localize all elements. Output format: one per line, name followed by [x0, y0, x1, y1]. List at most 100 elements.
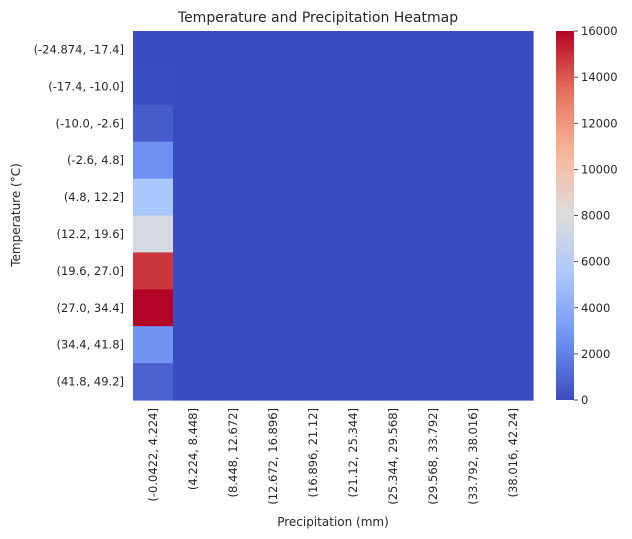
colorbar-ticks: 0 2000 4000 6000 8000 10000 12000 14000 16000 — [574, 24, 618, 407]
y-tick-label: (27.0, 34.4] — [57, 301, 125, 315]
heatmap-cell — [253, 67, 294, 106]
heatmap-cell — [213, 178, 254, 217]
x-tick-label: (33.792, 38.016] — [466, 408, 480, 505]
heatmap-cell — [373, 141, 414, 180]
heatmap-cell — [213, 252, 254, 290]
heatmap-cell — [453, 252, 494, 290]
heatmap-cell — [373, 104, 414, 143]
y-tick-label: (-17.4, -10.0] — [48, 79, 124, 93]
heatmap-cell — [333, 326, 374, 364]
heatmap-cell — [413, 104, 454, 143]
heatmap-cell — [213, 104, 254, 143]
heatmap-cell — [493, 215, 534, 253]
colorbar-tick-label: 12000 — [581, 116, 618, 130]
x-tick-label: (16.896, 21.12] — [306, 408, 320, 497]
y-tick-label: (-10.0, -2.6] — [56, 116, 124, 130]
heatmap-cell — [133, 326, 174, 364]
colorbar-tick-label: 0 — [581, 393, 588, 407]
heatmap-cell — [253, 104, 294, 143]
heatmap-cell — [293, 289, 334, 327]
heatmap-cell — [253, 289, 294, 327]
x-tick-label: (12.672, 16.896] — [266, 408, 280, 505]
heatmap-cell — [213, 363, 254, 401]
heatmap-cell — [453, 326, 494, 364]
heatmap-cell — [493, 178, 534, 217]
heatmap-cell — [293, 31, 334, 69]
heatmap-cell — [453, 178, 494, 217]
heatmap-cell — [373, 178, 414, 217]
heatmap-cell — [253, 326, 294, 364]
heatmap-cell — [453, 31, 494, 69]
colorbar-tick-label: 14000 — [581, 70, 618, 84]
heatmap-cell — [133, 363, 174, 401]
colorbar-tick-label: 2000 — [581, 347, 610, 361]
heatmap-cell — [253, 178, 294, 217]
heatmap-cell — [173, 326, 214, 364]
colorbar: 0 2000 4000 6000 8000 10000 12000 14000 16000 — [556, 24, 618, 407]
heatmap-cell — [133, 252, 174, 290]
heatmap-cell — [213, 215, 254, 253]
heatmap-cell — [493, 289, 534, 327]
heatmap-cell — [213, 326, 254, 364]
heatmap-cell — [333, 252, 374, 290]
heatmap-cell — [413, 141, 454, 180]
y-tick-label: (41.8, 49.2] — [57, 375, 125, 389]
heatmap-cell — [333, 363, 374, 401]
heatmap-cell — [133, 289, 174, 327]
x-tick-label: (-0.0422, 4.224] — [146, 408, 160, 502]
heatmap-cell — [413, 31, 454, 69]
heatmap-cell — [373, 31, 414, 69]
x-tick-label: (21.12, 25.344] — [346, 408, 360, 497]
heatmap-cell — [373, 363, 414, 401]
y-axis-ticks: (-24.874, -17.4] (-17.4, -10.0] (-10.0, -2… — [34, 42, 124, 388]
colorbar-tick-label: 8000 — [581, 209, 610, 223]
y-tick-label: (34.4, 41.8] — [57, 338, 125, 352]
heatmap-cell — [453, 67, 494, 106]
heatmap-cell — [253, 215, 294, 253]
heatmap-cell — [493, 326, 534, 364]
heatmap-cell — [293, 363, 334, 401]
heatmap-cell — [293, 178, 334, 217]
heatmap-cell — [293, 326, 334, 364]
heatmap-cell — [173, 178, 214, 217]
x-tick-label: (29.568, 33.792] — [426, 408, 440, 505]
heatmap-cell — [413, 215, 454, 253]
heatmap-cell — [173, 104, 214, 143]
x-axis-ticks: (-0.0422, 4.224] (4.224, 8.448] (8.448, 12… — [146, 408, 520, 505]
heatmap-cell — [173, 252, 214, 290]
heatmap-cell — [493, 67, 534, 106]
colorbar-tick-label: 16000 — [581, 24, 618, 38]
heatmap-cell — [413, 289, 454, 327]
heatmap-cell — [173, 141, 214, 180]
heatmap-cell — [413, 178, 454, 217]
colorbar-tick-label: 10000 — [581, 162, 618, 176]
heatmap-cell — [493, 141, 534, 180]
heatmap-cell — [373, 289, 414, 327]
heatmap-cell — [333, 215, 374, 253]
heatmap-cell — [493, 31, 534, 69]
x-axis-label: Precipitation (mm) — [277, 515, 389, 529]
y-tick-label: (-24.874, -17.4] — [34, 42, 124, 56]
heatmap-cell — [293, 67, 334, 106]
heatmap-cell — [213, 67, 254, 106]
heatmap-cell — [373, 215, 414, 253]
heatmap-cell — [253, 252, 294, 290]
heatmap-cell — [413, 67, 454, 106]
heatmap-cell — [293, 104, 334, 143]
heatmap-cell — [333, 104, 374, 143]
y-tick-label: (12.2, 19.6] — [57, 227, 125, 241]
heatmap-cell — [293, 252, 334, 290]
heatmap-cell — [493, 104, 534, 143]
heatmap-cell — [133, 67, 174, 106]
heatmap-cell — [453, 104, 494, 143]
heatmap-cell — [333, 67, 374, 106]
heatmap-cell — [133, 104, 174, 143]
heatmap-cell — [373, 67, 414, 106]
heatmap-cell — [173, 31, 214, 69]
heatmap-cell — [213, 141, 254, 180]
x-tick-label: (8.448, 12.672] — [226, 408, 240, 497]
heatmap-cell — [253, 363, 294, 401]
heatmap-cell — [333, 178, 374, 217]
heatmap-cell — [413, 326, 454, 364]
heatmap-cell — [333, 31, 374, 69]
